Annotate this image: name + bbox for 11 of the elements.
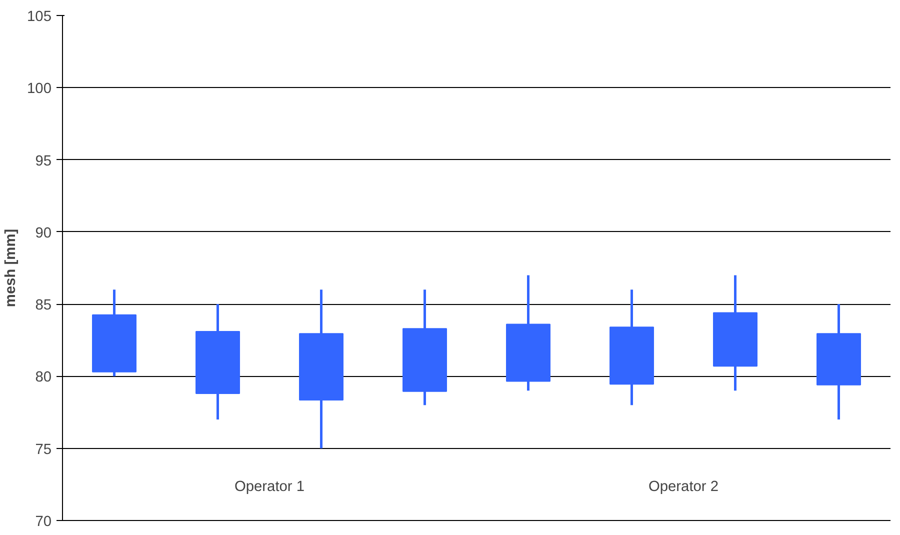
y-tick-label: 70 [35,514,52,530]
y-tick-label: 90 [35,225,52,242]
y-tick-label: 100 [27,81,52,98]
y-tick-label: 80 [35,370,52,386]
annotation: Operator 2 [648,478,719,495]
y-axis-title: mesh [mm] [3,228,20,308]
y-tick-label: 105 [27,9,52,25]
y-tick-label: 85 [35,298,52,314]
y-tick-label: 95 [35,153,52,170]
annotation: Operator 1 [234,478,305,495]
y-tick-label: 75 [35,442,52,458]
